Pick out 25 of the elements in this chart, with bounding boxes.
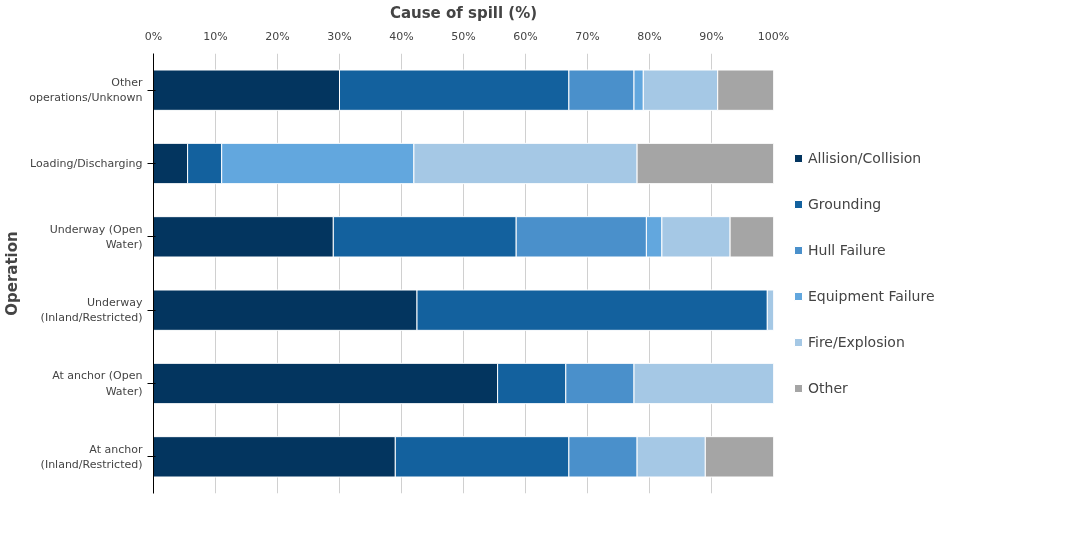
- x-tick-label: 20%: [265, 29, 290, 43]
- x-tick-label: 10%: [203, 29, 228, 43]
- x-tick-label: 70%: [575, 29, 600, 43]
- y-axis-title: Operation: [3, 231, 22, 316]
- y-tick-label: Underway (Inland/Restricted): [40, 295, 143, 325]
- y-tick-label: At anchor (Inland/Restricted): [40, 442, 143, 472]
- x-tick-label: 90%: [699, 29, 724, 43]
- x-axis-title: Cause of spill (%): [389, 3, 538, 22]
- x-tick-label: 60%: [513, 29, 538, 43]
- y-tick-label: Other operations/Unknown: [29, 75, 143, 105]
- x-tick-label: 80%: [637, 29, 662, 43]
- y-tick-label: At anchor (Open Water): [52, 369, 143, 398]
- legend-label: Grounding: [808, 196, 882, 212]
- y-tick-label: Loading/Discharging: [30, 157, 143, 170]
- legend-label: Allision/Collision: [808, 150, 922, 166]
- legend-label: Equipment Failure: [808, 288, 935, 304]
- x-tick-label: 0%: [144, 29, 163, 43]
- x-tick-label: 40%: [389, 29, 414, 43]
- x-tick-label: 50%: [451, 29, 476, 43]
- x-tick-label: 30%: [327, 29, 352, 43]
- legend-label: Hull Failure: [808, 242, 886, 258]
- legend-label: Fire/Explosion: [808, 334, 905, 350]
- legend-label: Other: [808, 380, 848, 396]
- y-tick-label: Underway (Open Water): [49, 222, 143, 252]
- x-tick-label: 100%: [757, 29, 790, 43]
